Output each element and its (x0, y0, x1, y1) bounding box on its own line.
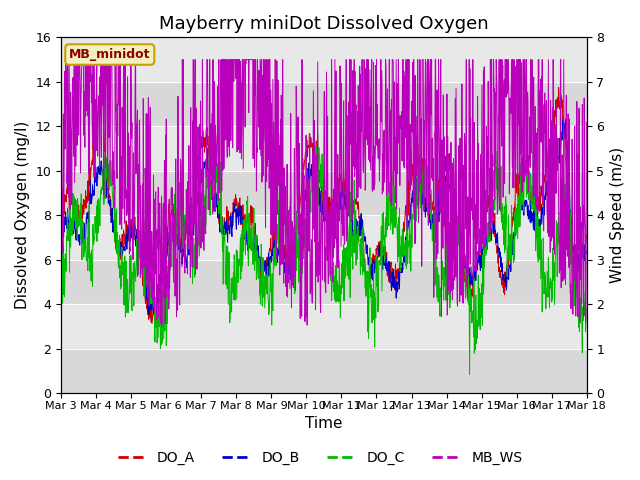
Bar (61, 171, 587, 215)
Legend: DO_A, DO_B, DO_C, MB_WS: DO_A, DO_B, DO_C, MB_WS (112, 445, 528, 471)
Bar (61, 349, 587, 393)
Bar (61, 82, 587, 126)
Y-axis label: Dissolved Oxygen (mg/l): Dissolved Oxygen (mg/l) (15, 121, 30, 310)
Title: Mayberry miniDot Dissolved Oxygen: Mayberry miniDot Dissolved Oxygen (159, 15, 489, 33)
Bar (61, 260, 587, 304)
X-axis label: Time: Time (305, 417, 342, 432)
Text: MB_minidot: MB_minidot (69, 48, 150, 61)
Y-axis label: Wind Speed (m/s): Wind Speed (m/s) (610, 147, 625, 283)
